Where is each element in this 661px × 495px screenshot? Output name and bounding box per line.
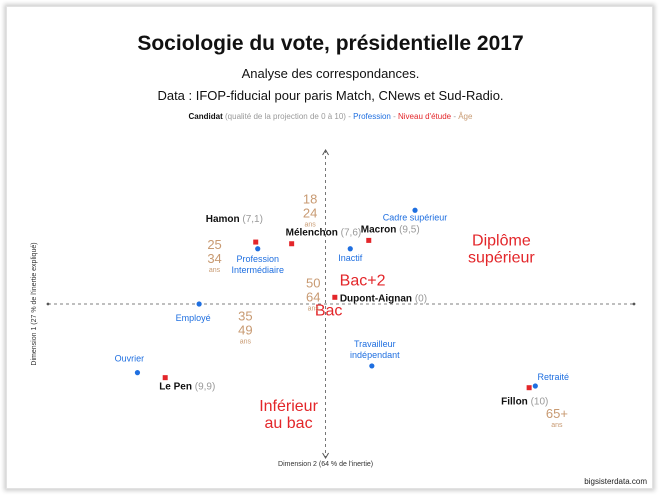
candidate-name: Hamon	[206, 214, 243, 225]
legend: Candidat (qualité de la projection de 0 …	[0, 112, 661, 121]
candidate-marker	[366, 237, 372, 243]
education-label: au bac	[265, 415, 313, 432]
candidate-quality: (10)	[531, 397, 549, 408]
chart-title: Sociologie du vote, présidentielle 2017	[137, 32, 524, 55]
x-axis-label: Dimension 2 (64 % de l'inertie)	[278, 461, 373, 468]
credit: bigsisterdata.com	[584, 477, 647, 486]
education-label: supérieur	[468, 249, 535, 266]
candidate-label: Macron (9,5)	[361, 224, 420, 235]
y-axis-label: Dimension 1 (27 % de l'inertie expliqué)	[31, 242, 38, 365]
profession-label: Retraité	[538, 372, 570, 382]
profession-marker	[196, 301, 202, 307]
legend-qualite: (qualité de la projection de 0 à 10)	[225, 112, 346, 121]
age-unit: ans	[240, 339, 252, 346]
age-unit: ans	[305, 222, 317, 229]
candidate-quality: (9,5)	[399, 224, 420, 235]
legend-separator: -	[451, 112, 459, 121]
profession-marker	[134, 370, 141, 376]
profession-marker	[347, 246, 353, 252]
candidate-marker	[253, 239, 259, 245]
legend-niveau: Niveau d'étude	[397, 112, 452, 121]
age-label: 35	[238, 309, 252, 324]
age-label: 49	[238, 323, 252, 338]
profession-marker	[369, 363, 375, 369]
candidate-quality: (7,1)	[242, 214, 263, 225]
legend-profession: Profession	[353, 112, 391, 121]
profession-label: Employé	[176, 313, 211, 323]
profession-label: Profession	[236, 254, 279, 264]
candidate-label: Fillon (10)	[501, 397, 548, 408]
y-axis-arrow-down	[322, 452, 330, 459]
candidate-label: Hamon (7,1)	[206, 214, 263, 225]
candidate-marker	[526, 385, 532, 391]
candidate-name: Fillon	[501, 397, 530, 408]
candidate-name: Macron	[361, 224, 399, 235]
legend-separator: -	[345, 112, 354, 121]
y-axis-arrow-up	[322, 149, 330, 156]
profession-label: Cadre supérieur	[383, 212, 448, 222]
candidate-label: Le Pen (9,9)	[159, 382, 215, 393]
candidate-name: Dupont-Aignan	[340, 293, 415, 304]
candidate-marker	[162, 375, 168, 381]
candidate-marker	[332, 294, 338, 300]
age-unit: ans	[551, 422, 563, 429]
chart-frame	[6, 6, 653, 489]
legend-age: Âge	[458, 112, 473, 121]
age-label: 25	[207, 237, 221, 252]
profession-marker	[255, 246, 261, 252]
candidate-name: Le Pen	[159, 382, 195, 393]
profession-label: Ouvrier	[115, 354, 145, 364]
profession-label: Intermédiaire	[231, 265, 284, 275]
candidate-marker	[289, 241, 295, 247]
chart-subtitle: Analyse des correspondances.	[241, 66, 420, 81]
age-label: 24	[303, 206, 317, 221]
profession-marker	[532, 383, 538, 389]
candidate-quality: (9,9)	[195, 382, 216, 393]
education-label: Diplôme	[472, 232, 531, 249]
profession-label: Travailleur	[354, 339, 396, 349]
chart-source: Data : IFOP-fiducial pour paris Match, C…	[157, 88, 504, 103]
x-axis-end-dot	[632, 302, 636, 306]
candidate-label: Dupont-Aignan (0)	[340, 293, 427, 304]
candidate-label: Mélenchon (7,6)	[286, 228, 362, 239]
age-label: 34	[207, 251, 221, 266]
candidate-quality: (7,6)	[341, 228, 362, 239]
age-label: 65+	[546, 406, 568, 421]
education-label: Inférieur	[259, 398, 318, 415]
age-label: 64	[306, 289, 320, 304]
education-label: Bac+2	[340, 273, 386, 290]
candidate-quality: (0)	[415, 293, 427, 304]
education-label: Bac	[315, 303, 343, 320]
age-label: 18	[303, 192, 317, 207]
candidate-name: Mélenchon	[286, 228, 341, 239]
profession-marker	[412, 207, 418, 213]
profession-label: indépendant	[350, 350, 400, 360]
age-unit: ans	[209, 267, 221, 274]
age-label: 50	[306, 275, 320, 290]
age-unit: ans	[308, 305, 320, 312]
x-axis-start-dot	[46, 302, 50, 306]
profession-label: Inactif	[338, 253, 363, 263]
legend-candidat: Candidat	[188, 112, 223, 121]
legend-separator: -	[390, 112, 398, 121]
